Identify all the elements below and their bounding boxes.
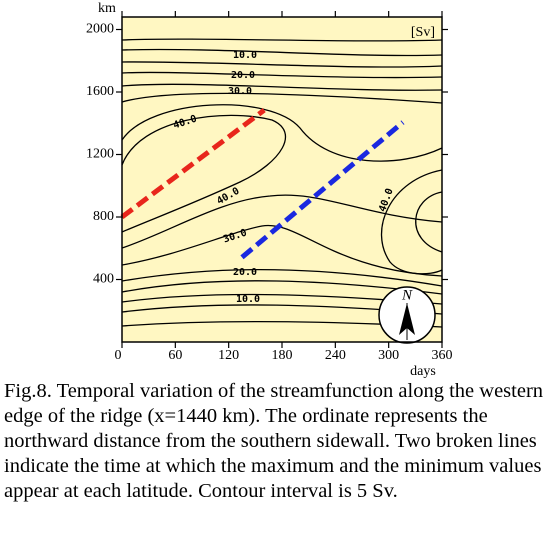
contour-line: [121, 38, 443, 42]
compass: N: [378, 286, 436, 344]
caption: Fig.8. Temporal variation of the streamf…: [4, 380, 544, 502]
chart: 10.0 20.0 30.0 40.0 40.0 40.0 30.0 20.0 …: [86, 1, 453, 378]
contour-label: 30.0: [228, 86, 252, 97]
broken-line: [240, 120, 405, 260]
contour-line: [121, 268, 443, 287]
x-tick-label: 360: [432, 348, 453, 363]
contour-line: [121, 92, 443, 104]
contour-line: [121, 104, 443, 162]
broken-lines: [120, 108, 405, 260]
y-tick-label: 1600: [86, 84, 114, 99]
contour-label: 10.0: [233, 50, 257, 61]
x-tick-label: 0: [115, 348, 122, 363]
x-tick-label: 120: [218, 348, 239, 363]
x-tick-label: 240: [325, 348, 346, 363]
x-tick-label: 60: [168, 348, 182, 363]
contour-label: 20.0: [231, 70, 255, 81]
y-axis-label: km: [98, 1, 116, 16]
contour-line: [121, 83, 443, 91]
y-tick-label: 1200: [86, 147, 114, 162]
x-axis-label: days: [410, 364, 436, 378]
y-tick-label: 2000: [86, 22, 114, 37]
x-tick-label: 300: [378, 348, 399, 363]
contour-line: [380, 169, 443, 275]
compass-n: N: [401, 287, 413, 303]
contour-line: [121, 114, 287, 233]
broken-line: [120, 108, 266, 219]
y-tick-label: 400: [93, 272, 114, 287]
x-tick-label: 180: [272, 348, 293, 363]
unit-label: [Sv]: [411, 25, 435, 40]
contour-line: [121, 61, 443, 68]
contours: [121, 38, 443, 328]
contour-line: [121, 224, 443, 277]
y-tick-label: 800: [93, 209, 114, 224]
contour-line: [121, 48, 443, 57]
contour-line: [121, 194, 443, 249]
contour-label: 20.0: [233, 267, 257, 278]
contour-label: 10.0: [236, 294, 260, 305]
contour-line: [415, 191, 443, 253]
contour-line: [121, 71, 443, 79]
